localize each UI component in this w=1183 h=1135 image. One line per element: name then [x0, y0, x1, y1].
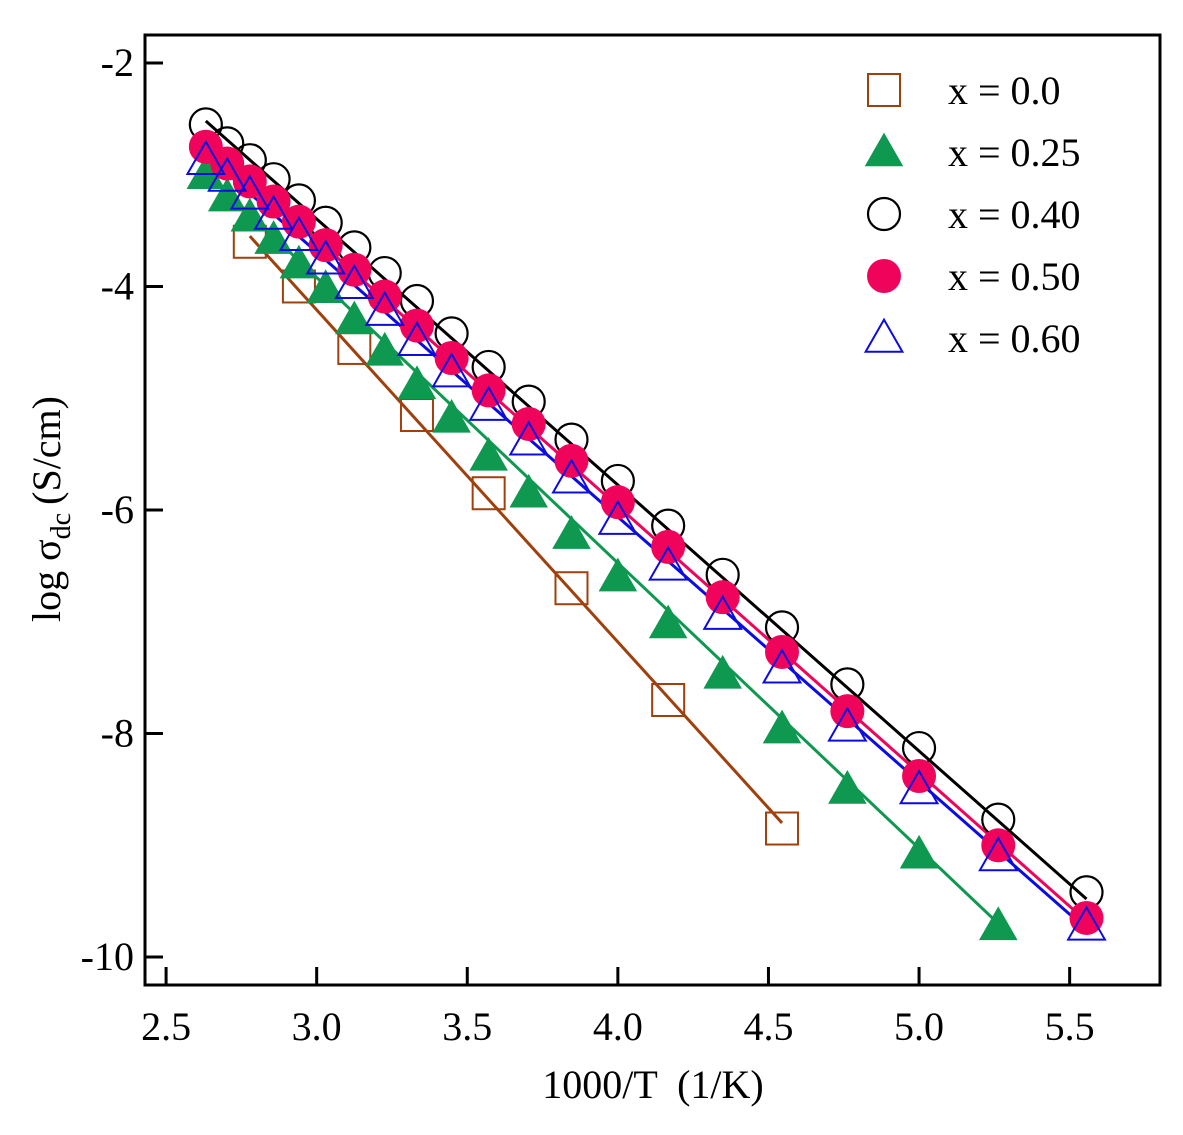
data-point-series-4	[253, 194, 294, 230]
fit-line-series-2	[204, 119, 1088, 901]
data-point-series-1	[979, 906, 1018, 941]
legend-marker-2	[866, 196, 902, 232]
data-point-series-4	[207, 156, 248, 192]
data-point-series-1	[432, 398, 471, 433]
x-tick-label: 3.0	[292, 1004, 342, 1049]
data-point-series-4	[334, 263, 375, 300]
data-point-series-3	[399, 308, 434, 343]
data-point-series-0	[554, 571, 589, 606]
data-point-series-1	[762, 709, 802, 744]
data-point-series-1	[552, 515, 591, 549]
data-point-series-4	[229, 174, 270, 210]
y-tick-label: -8	[101, 711, 134, 756]
legend-marker-1	[864, 132, 904, 167]
legend-label-0: x = 0.0	[948, 68, 1061, 113]
data-point-series-4	[827, 706, 868, 742]
data-point-series-1	[306, 269, 345, 304]
data-point-series-3	[367, 279, 402, 314]
x-tick-label: 4.5	[743, 1004, 793, 1049]
data-point-series-4	[508, 420, 549, 456]
data-point-series-0	[399, 398, 434, 432]
data-point-series-4	[185, 139, 226, 175]
data-point-series-1	[899, 834, 939, 869]
data-point-series-1	[365, 331, 405, 366]
data-point-series-4	[978, 836, 1019, 872]
y-axis-title-main: log σ	[24, 539, 69, 622]
data-point-series-3	[281, 204, 316, 239]
data-point-series-1	[469, 436, 508, 471]
data-point-series-0	[651, 683, 686, 717]
legend-label-2: x = 0.40	[948, 192, 1081, 237]
legend-marker-0	[867, 73, 901, 107]
data-point-series-3	[434, 341, 469, 375]
data-point-series-4	[278, 215, 320, 251]
data-point-series-1	[828, 770, 867, 804]
data-point-series-4	[648, 545, 689, 581]
y-axis-title-subscript: dc	[46, 513, 77, 539]
data-point-series-1	[598, 557, 638, 592]
data-point-series-3	[337, 252, 372, 287]
legend-marker-3	[867, 259, 901, 293]
legend-marker-4	[863, 317, 905, 353]
data-point-series-4	[898, 768, 940, 805]
x-tick-label: 5.0	[894, 1004, 944, 1049]
x-tick-label: 2.5	[141, 1004, 191, 1049]
data-point-series-1	[207, 177, 247, 212]
data-point-series-1	[509, 473, 548, 508]
x-axis-title: 1000/T (1/K)	[542, 1062, 763, 1107]
legend-label-1: x = 0.25	[948, 130, 1081, 175]
legend-label-3: x = 0.50	[948, 254, 1081, 299]
data-point-series-3	[902, 759, 937, 793]
data-point-series-1	[703, 654, 742, 689]
data-point-series-4	[702, 594, 743, 630]
y-tick-label: -10	[81, 934, 134, 979]
data-point-series-4	[364, 290, 405, 326]
x-tick-label: 5.5	[1045, 1004, 1095, 1049]
data-point-series-3	[308, 228, 343, 263]
data-point-series-3	[1069, 900, 1104, 935]
fit-line-series-0	[248, 235, 784, 824]
data-point-series-4	[597, 499, 638, 535]
data-point-series-4	[468, 385, 509, 421]
x-tick-label: 3.5	[442, 1004, 492, 1049]
data-point-series-3	[471, 373, 506, 408]
data-point-series-1	[279, 244, 319, 279]
data-point-series-4	[431, 352, 472, 388]
y-tick-label: -4	[101, 263, 134, 308]
data-point-series-4	[396, 320, 438, 357]
data-point-series-3	[830, 694, 865, 729]
data-point-series-4	[551, 458, 592, 494]
x-tick-label: 4.0	[593, 1004, 643, 1049]
y-axis-title-unit: (S/cm)	[24, 396, 69, 505]
data-point-series-4	[761, 648, 803, 684]
data-point-series-0	[471, 476, 506, 511]
data-point-series-0	[337, 330, 372, 365]
legend-label-4: x = 0.60	[948, 316, 1081, 361]
y-tick-label: -2	[101, 40, 134, 85]
y-tick-label: -6	[101, 487, 134, 532]
y-axis-title: log σdc (S/cm)	[24, 396, 77, 622]
data-point-series-1	[335, 300, 374, 335]
data-point-series-0	[765, 811, 800, 846]
data-point-series-1	[397, 365, 437, 400]
data-point-series-4	[1066, 905, 1107, 941]
data-point-series-4	[305, 239, 346, 275]
data-point-series-1	[648, 604, 688, 639]
